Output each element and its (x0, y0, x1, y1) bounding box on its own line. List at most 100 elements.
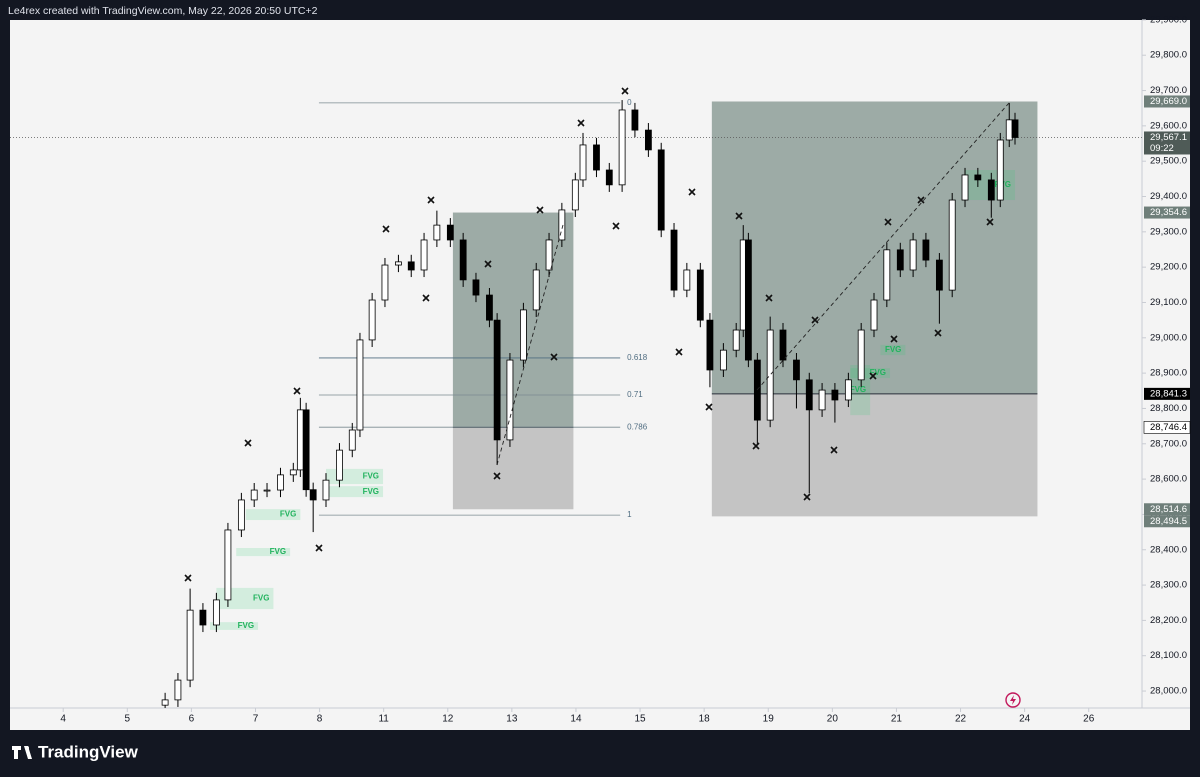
x-tick-label: 19 (763, 714, 775, 725)
candle-body (493, 319, 501, 441)
candle-body (545, 239, 553, 271)
candle-body (996, 139, 1004, 201)
stop-zone (452, 427, 574, 510)
y-tick-label: 29,800.0 (1150, 50, 1187, 61)
y-tick-label: 28,600.0 (1150, 474, 1187, 485)
swing-marker (675, 348, 683, 356)
y-tick-label: 29,100.0 (1150, 297, 1187, 308)
x-tick-label: 13 (506, 714, 518, 725)
candle-body (446, 224, 454, 241)
price-label: 29,669.0 (1150, 96, 1187, 107)
candle-body (593, 144, 600, 171)
price-label: 28,746.4 (1150, 422, 1187, 433)
fvg-label: FVG (280, 510, 296, 519)
brand: TradingView (38, 742, 139, 761)
candle-body (520, 309, 527, 361)
x-tick-label: 4 (60, 714, 66, 725)
price-label-bg (1143, 421, 1191, 434)
price-label: 29,354.6 (1150, 207, 1187, 218)
candle-body (793, 359, 800, 381)
swing-marker (688, 188, 696, 196)
x-tick-label: 5 (125, 714, 131, 725)
candle-body (263, 489, 271, 492)
candle-body (348, 429, 356, 451)
y-tick-label: 29,200.0 (1150, 262, 1187, 273)
y-tick-label: 28,900.0 (1150, 368, 1187, 379)
x-tick-label: 15 (634, 714, 646, 725)
swing-marker (422, 294, 430, 302)
y-tick-label: 29,500.0 (1150, 156, 1187, 167)
fvg-box (245, 509, 301, 521)
x-tick-label: 26 (1083, 714, 1095, 725)
x-tick-label: 14 (570, 714, 582, 725)
axes: 28,000.0 28,100.0 28,200.0 28,300.0 28,400.0… (60, 14, 1191, 725)
candle-body (766, 329, 774, 421)
candle-body (818, 389, 826, 411)
fib-label: 0 (627, 98, 632, 107)
y-tick-label: 28,200.0 (1150, 615, 1187, 626)
candle-body (779, 329, 787, 361)
fvg-box (325, 486, 384, 498)
y-tick-label: 28,800.0 (1150, 403, 1187, 414)
y-tick-label: 29,000.0 (1150, 332, 1187, 343)
candle-body (322, 479, 330, 501)
candle-body (433, 224, 441, 241)
fvg-box (209, 622, 259, 630)
swing-marker (536, 206, 544, 214)
countdown-label: 09:22 (1150, 143, 1174, 154)
swing-marker (830, 446, 838, 454)
price-label: 28,841.3 (1150, 388, 1187, 399)
candle-body (935, 259, 943, 291)
x-tick-label: 12 (442, 714, 454, 725)
candle-body (506, 359, 514, 441)
candle-body (657, 149, 665, 231)
candle-body (407, 261, 415, 271)
candle-body (224, 529, 232, 601)
candle-body (948, 199, 956, 291)
swing-marker (752, 442, 760, 450)
logo: TradingView (12, 742, 139, 761)
fvg-label: FVG (363, 472, 379, 481)
fvg-label: FVG (253, 594, 269, 603)
candle-body (486, 294, 493, 321)
x-tick-label: 8 (317, 714, 323, 725)
candle-body (161, 699, 169, 706)
swing-marker (917, 196, 925, 204)
candle-body (309, 489, 317, 501)
candle-body (1005, 119, 1013, 141)
x-tick-label: 7 (253, 714, 259, 725)
y-tick-label: 28,700.0 (1150, 438, 1187, 449)
swing-marker (612, 222, 620, 230)
fvg-label: FVG (885, 345, 901, 354)
price-label: 28,514.6 (1150, 504, 1187, 515)
y-tick-label: 29,700.0 (1150, 85, 1187, 96)
price-label: 28,494.5 (1150, 516, 1187, 527)
x-tick-label: 24 (1019, 714, 1031, 725)
fvg-label: FVG (238, 621, 254, 630)
price-label-bg (1144, 95, 1190, 108)
candle-body (1011, 119, 1019, 138)
plot-area: 0 0.618 0.71 0.786 1 FVG FVG FVG FVG FVG FVG FVG FVG… (10, 87, 1142, 708)
swing-marker (550, 353, 558, 361)
candle-body (532, 269, 540, 311)
candle-body (336, 449, 343, 481)
swing-marker (621, 87, 629, 95)
swing-marker (803, 493, 811, 501)
candle-body (922, 239, 930, 261)
y-tick-label: 28,000.0 (1150, 686, 1187, 697)
candle-body (302, 409, 310, 491)
fvg-label: FVG (850, 385, 866, 394)
price-label-bg (1144, 206, 1190, 219)
candle-body (579, 144, 587, 181)
candle-body (472, 279, 480, 296)
candle-body (883, 249, 891, 301)
candle-body (237, 499, 245, 531)
fvg-label: FVG (870, 368, 886, 377)
candle-body (696, 269, 704, 321)
candle-body (896, 249, 904, 271)
y-tick-label: 29,400.0 (1150, 191, 1187, 202)
candle-body (186, 609, 194, 681)
fvg-box (880, 344, 906, 356)
